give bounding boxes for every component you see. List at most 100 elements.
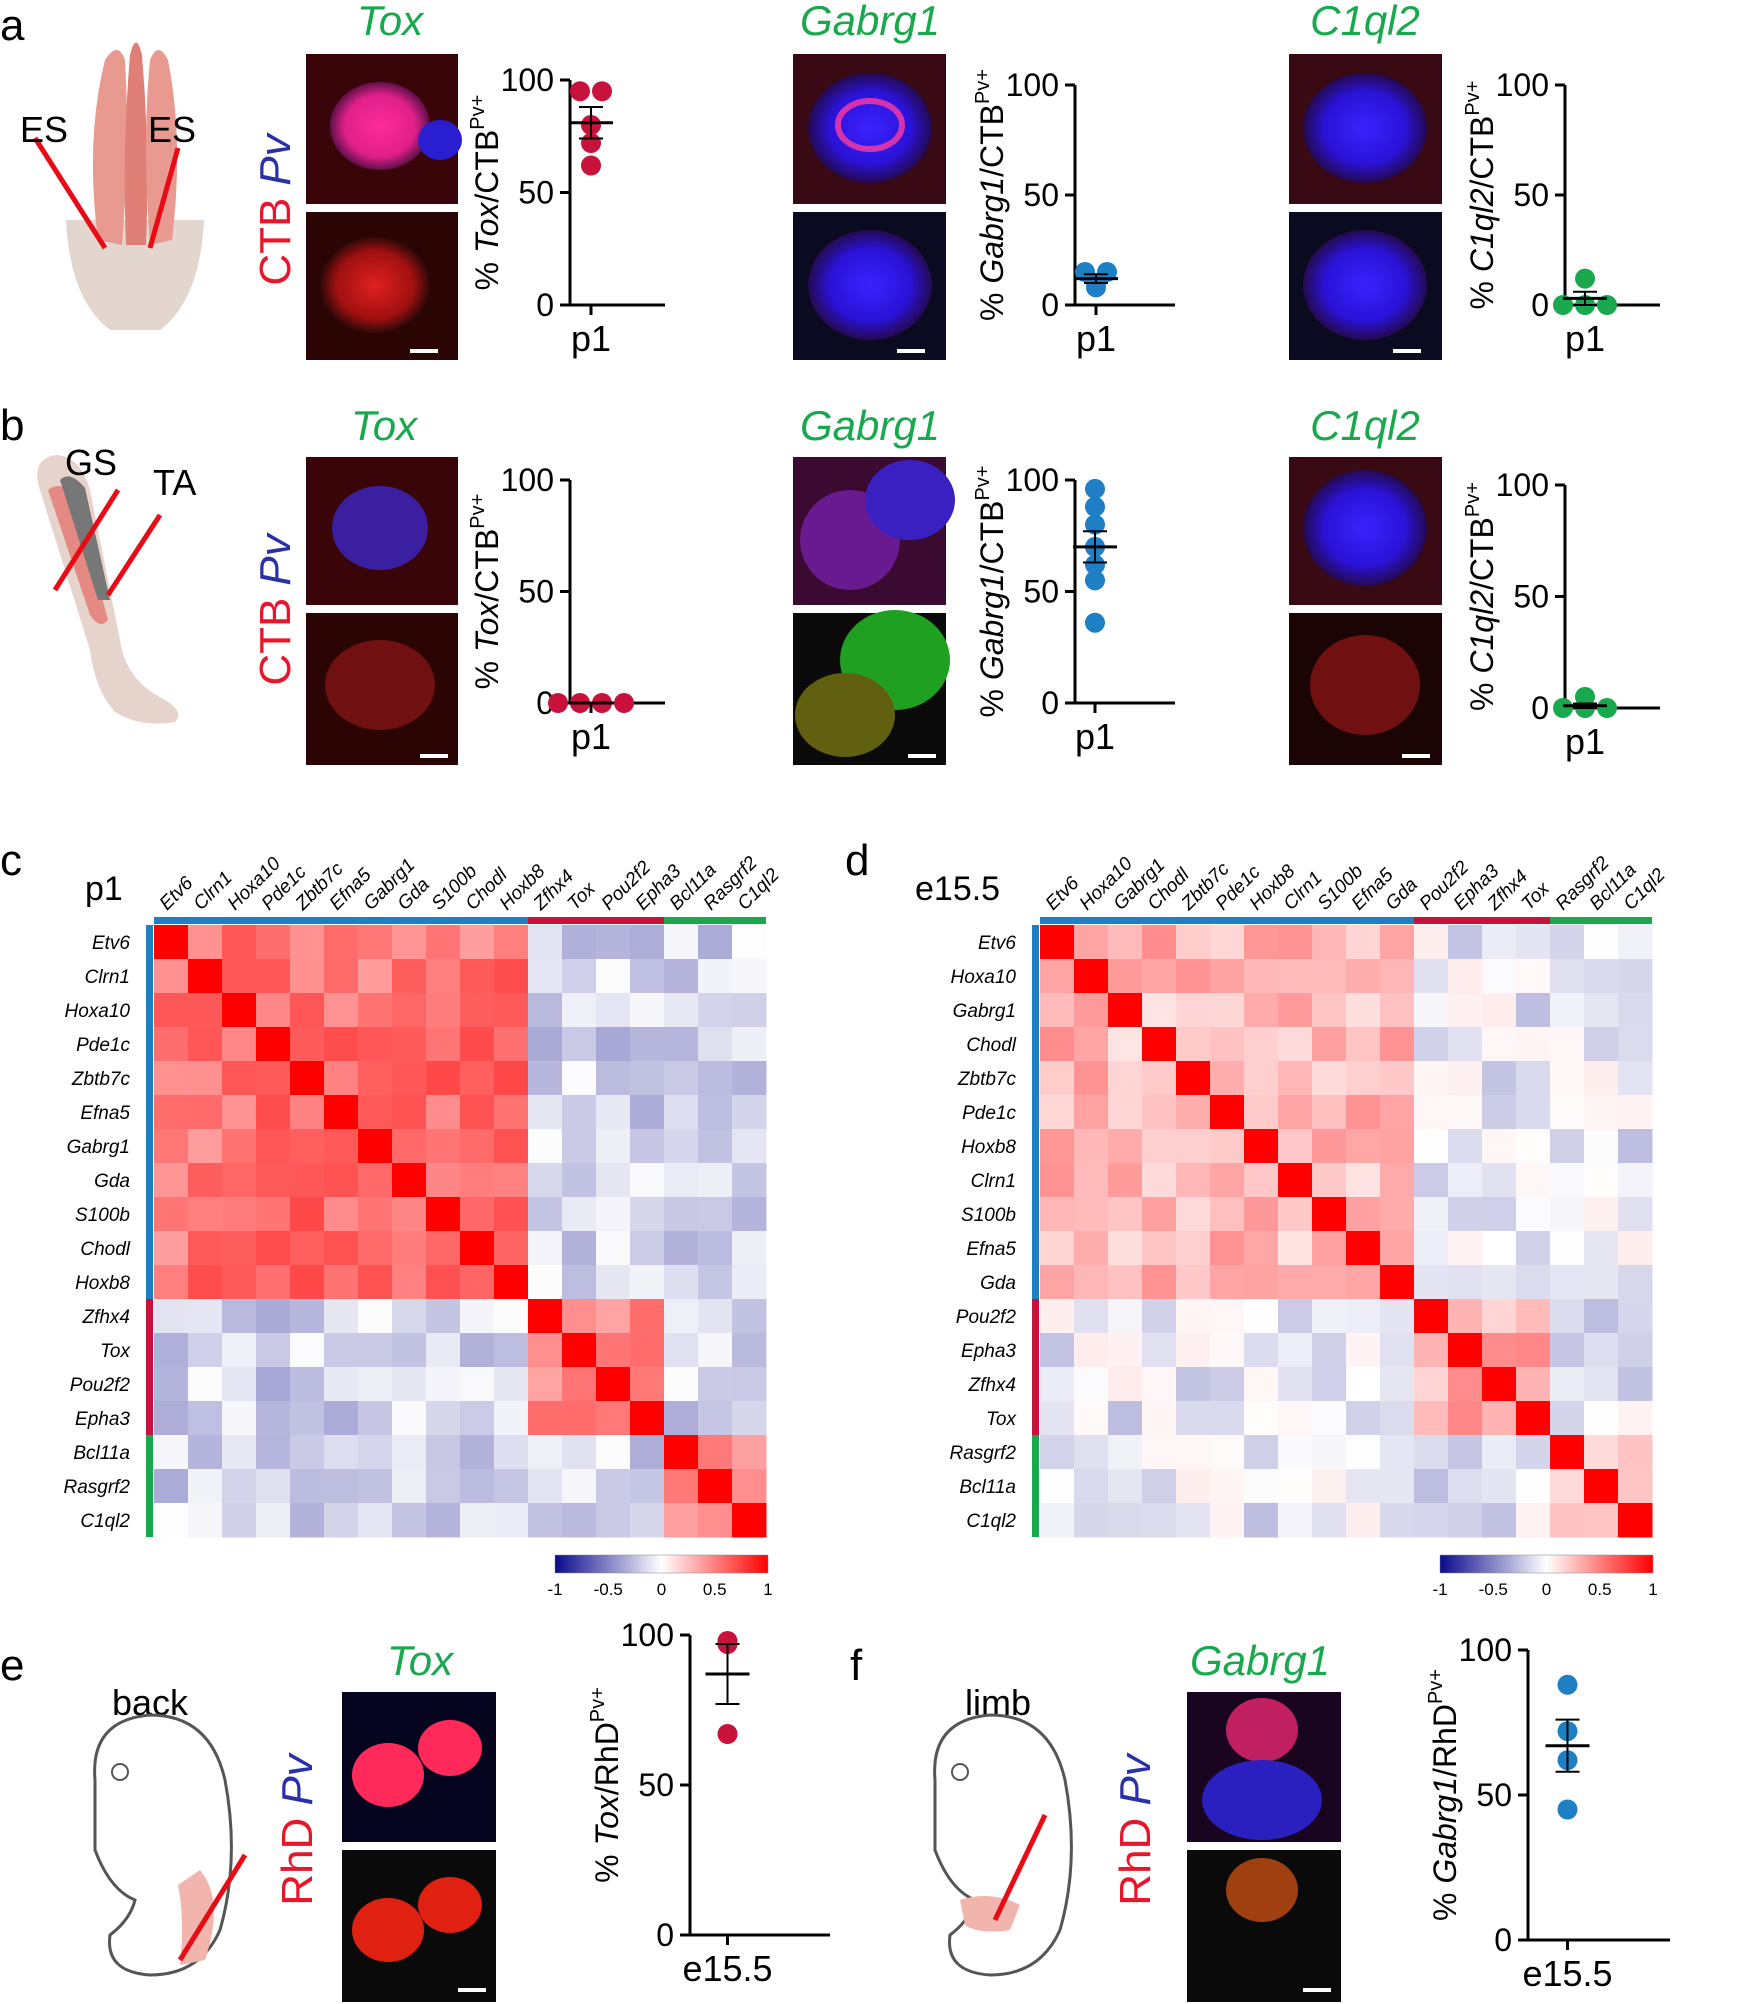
heatmap-cell [460, 1367, 495, 1402]
heatmap-cells [154, 925, 767, 1538]
gene-title: Tox [357, 0, 425, 44]
heatmap-cell [1346, 1401, 1381, 1436]
heatmap-cell [1108, 1367, 1143, 1402]
panel-label-a: a [0, 1, 25, 50]
heatmap-cell [154, 1163, 189, 1198]
group-bar-top [1040, 917, 1414, 924]
heatmap-cell [154, 1027, 189, 1062]
x-tick-label: p1 [1565, 318, 1605, 359]
heatmap-cell [222, 1265, 257, 1300]
heatmap-cell [1108, 1401, 1143, 1436]
heatmap-row-label: Clrn1 [971, 1171, 1016, 1192]
y-tick-label: 100 [1006, 67, 1059, 103]
data-point [1085, 570, 1105, 591]
heatmap-cell [1482, 1129, 1517, 1164]
heatmap-cell [1210, 925, 1245, 960]
heatmap-cell [188, 1129, 223, 1164]
heatmap-cell [562, 1265, 597, 1300]
heatmap-cell [222, 1367, 257, 1402]
heatmap-cell [562, 1469, 597, 1504]
stain-label: RhD Pv [273, 1751, 322, 1905]
heatmap-cell [1414, 1231, 1449, 1266]
micrograph-c1ql2-green [1289, 212, 1442, 360]
y-tick-label: 50 [1476, 1777, 1512, 1813]
heatmap-cell [324, 1503, 359, 1538]
heatmap-cell [358, 1299, 393, 1334]
heatmap-cell [562, 1401, 597, 1436]
heatmap-cell [1108, 1333, 1143, 1368]
svg-text:RhDPv: RhD Pv [1111, 1751, 1160, 1905]
heatmap-cell [528, 1231, 563, 1266]
heatmap-cell [732, 1333, 767, 1368]
heatmap-cell [596, 1265, 631, 1300]
heatmap-cell [494, 1333, 529, 1368]
heatmap-cell [1278, 1197, 1313, 1232]
heatmap-cell [1448, 1231, 1483, 1266]
heatmap-cell [392, 1333, 427, 1368]
heatmap-cell [460, 1435, 495, 1470]
heatmap-cell [358, 1469, 393, 1504]
micrograph-gabrg1-pv [793, 54, 946, 204]
heatmap-cell [324, 993, 359, 1028]
heatmap-cell [732, 1163, 767, 1198]
heatmap-cell [1448, 1265, 1483, 1300]
heatmap-cell [1550, 1503, 1585, 1538]
heatmap-cell [1142, 925, 1177, 960]
heatmap-cell [528, 1027, 563, 1062]
heatmap-cell [1346, 1367, 1381, 1402]
heatmap-cell [1176, 1061, 1211, 1096]
heatmap-cell [1244, 1333, 1279, 1368]
heatmap-cell [188, 1333, 223, 1368]
heatmap-cell [1142, 1435, 1177, 1470]
heatmap-cell [1482, 1061, 1517, 1096]
heatmap-cell [494, 993, 529, 1028]
heatmap-cell [732, 925, 767, 960]
heatmap-cell [222, 1163, 257, 1198]
data-point [548, 693, 568, 713]
colorbar-tick-label: 0 [1542, 1580, 1551, 1599]
heatmap-cell [1414, 1401, 1449, 1436]
heatmap-cell [698, 1299, 733, 1334]
heatmap-cell [324, 1027, 359, 1062]
heatmap-cell [1448, 1469, 1483, 1504]
stain-red-label: CTB [251, 598, 300, 686]
heatmap-cell [1142, 1027, 1177, 1062]
heatmap-cell [1618, 1299, 1653, 1334]
heatmap-cell [188, 1367, 223, 1402]
heatmap-d: Etv6Etv6Hoxa10Hoxa10Gabrg1Gabrg1ChodlCho… [949, 852, 1669, 1599]
heatmap-cell [1448, 1401, 1483, 1436]
heatmap-row-label: Epha3 [75, 1409, 130, 1430]
data-point [1085, 514, 1105, 535]
heatmap-cell [1278, 1333, 1313, 1368]
colorbar-tick-label: 0 [657, 1580, 666, 1599]
panel-f: f limb RhDPv Gabrg1 [850, 1637, 1341, 2002]
heatmap-cell [460, 993, 495, 1028]
heatmap-cell [256, 1095, 291, 1130]
heatmap-cell [1312, 1061, 1347, 1096]
heatmap-row-label: Hoxa10 [951, 967, 1017, 988]
heatmap-cell [596, 1129, 631, 1164]
heatmap-cell [1482, 1163, 1517, 1198]
heatmap-cell [222, 1027, 257, 1062]
heatmap-cell [698, 959, 733, 994]
heatmap-cell [358, 1027, 393, 1062]
heatmap-cell [1176, 959, 1211, 994]
heatmap-cell [290, 1299, 325, 1334]
heatmap-cell [154, 1197, 189, 1232]
heatmap-cell [188, 1265, 223, 1300]
heatmap-cell [1278, 1231, 1313, 1266]
heatmap-cell [1278, 1027, 1313, 1062]
data-point [1597, 295, 1617, 315]
heatmap-cell [1414, 1061, 1449, 1096]
heatmap-cell [562, 1299, 597, 1334]
heatmap-cell [222, 993, 257, 1028]
heatmap-cell [596, 1231, 631, 1266]
heatmap-row-label: Chodl [966, 1035, 1016, 1056]
heatmap-cell [1516, 1367, 1551, 1402]
stain-blue-label: Pv [251, 531, 300, 585]
heatmap-cell [596, 1333, 631, 1368]
heatmap-cell [630, 1367, 665, 1402]
chart-axes: 0 50 100 p1 [1006, 67, 1175, 359]
colorbar-tick-label: 1 [763, 1580, 772, 1599]
data-point [614, 693, 634, 713]
